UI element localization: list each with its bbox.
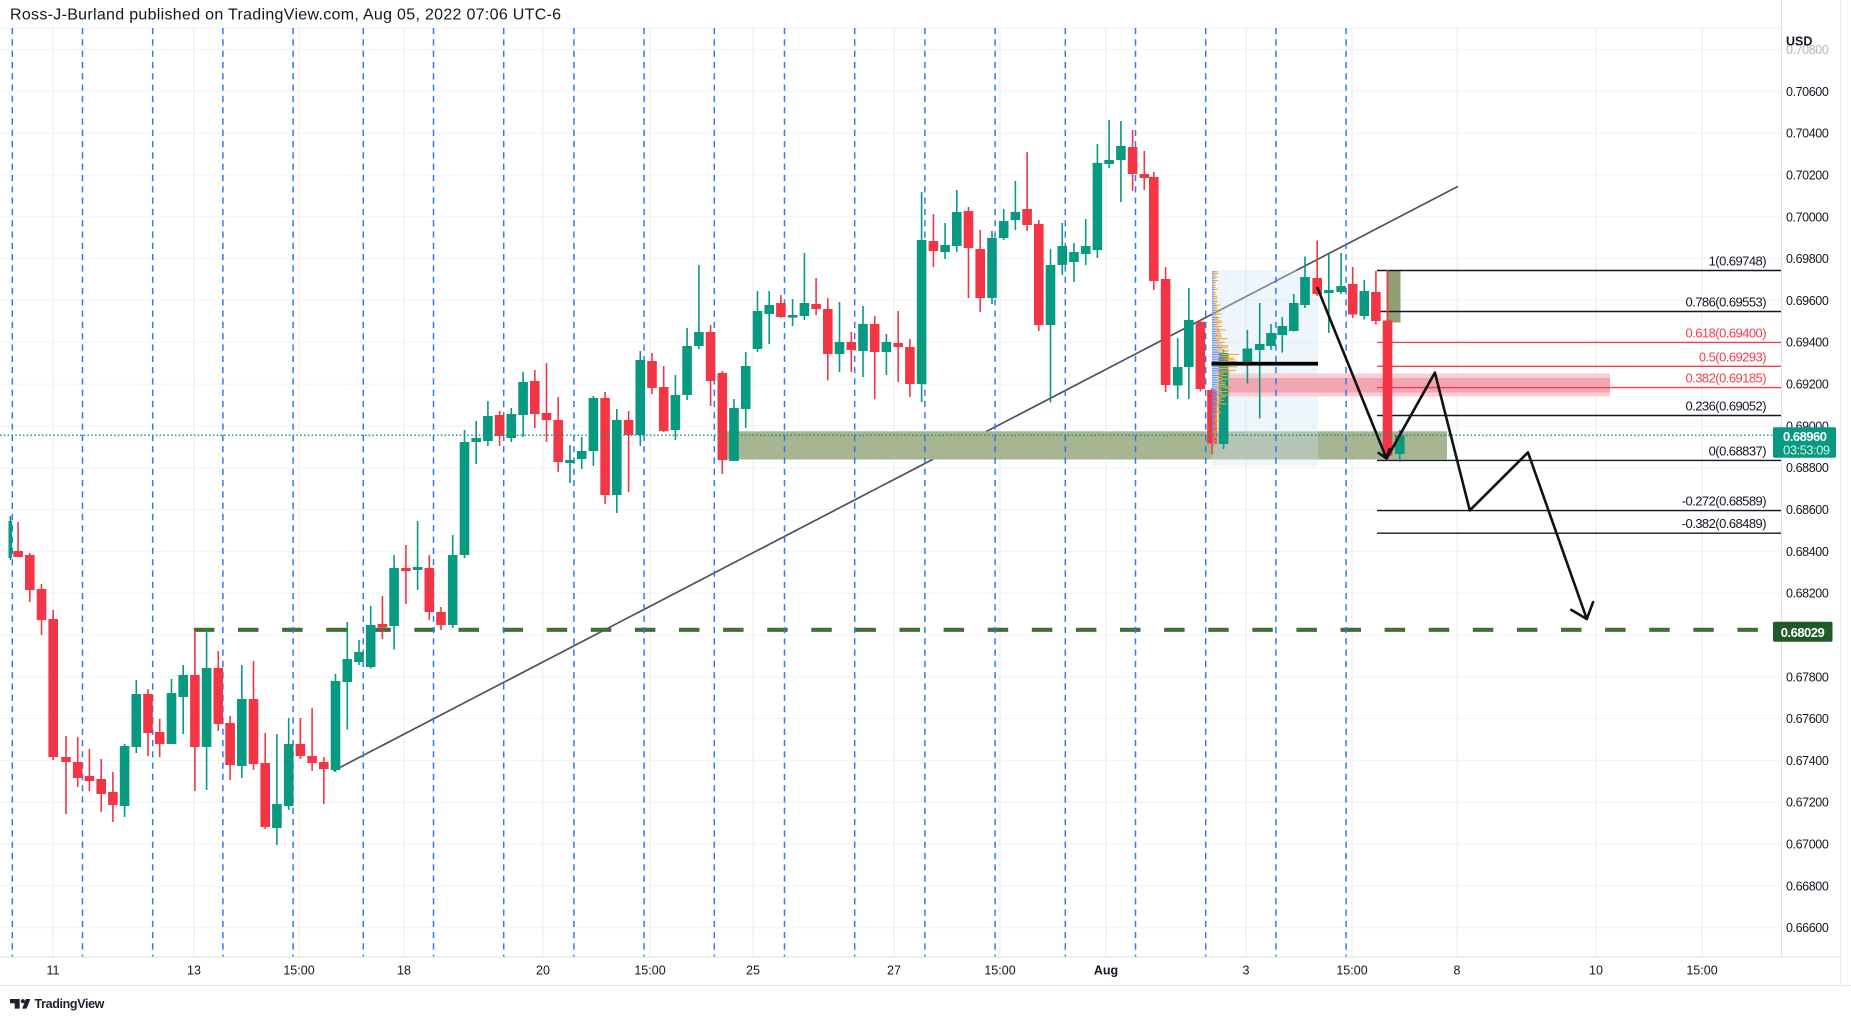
svg-text:15:00: 15:00 <box>1336 964 1367 978</box>
svg-text:0.67800: 0.67800 <box>1786 670 1829 684</box>
svg-text:USD: USD <box>1786 35 1812 49</box>
svg-text:0.67200: 0.67200 <box>1786 796 1829 810</box>
svg-text:Aug: Aug <box>1094 964 1118 978</box>
svg-text:-0.382(0.68489): -0.382(0.68489) <box>1682 516 1766 531</box>
svg-text:0.70600: 0.70600 <box>1786 85 1829 99</box>
svg-text:0.70200: 0.70200 <box>1786 169 1829 183</box>
svg-text:0.68200: 0.68200 <box>1786 587 1829 601</box>
svg-text:15:00: 15:00 <box>1686 964 1717 978</box>
svg-text:0.68029: 0.68029 <box>1781 625 1825 640</box>
svg-text:0.68800: 0.68800 <box>1786 461 1829 475</box>
svg-text:20: 20 <box>536 964 550 978</box>
svg-text:1(0.69748): 1(0.69748) <box>1709 254 1767 269</box>
svg-text:0.67400: 0.67400 <box>1786 754 1829 768</box>
svg-text:0.69200: 0.69200 <box>1786 378 1829 392</box>
svg-text:03:53:09: 03:53:09 <box>1783 443 1830 458</box>
svg-text:0.68960: 0.68960 <box>1783 429 1827 444</box>
svg-text:0.69400: 0.69400 <box>1786 336 1829 350</box>
svg-text:25: 25 <box>746 964 760 978</box>
svg-text:11: 11 <box>47 964 60 978</box>
svg-text:10: 10 <box>1589 964 1603 978</box>
svg-text:0.70400: 0.70400 <box>1786 127 1829 141</box>
svg-text:0.66800: 0.66800 <box>1786 879 1829 893</box>
svg-text:15:00: 15:00 <box>634 964 665 978</box>
svg-text:0.68400: 0.68400 <box>1786 545 1829 559</box>
svg-text:13: 13 <box>187 964 201 978</box>
svg-text:15:00: 15:00 <box>283 964 314 978</box>
svg-text:Ross-J-Burland published on Tr: Ross-J-Burland published on TradingView.… <box>10 7 561 24</box>
svg-text:0.70800: 0.70800 <box>1786 43 1829 57</box>
svg-text:15:00: 15:00 <box>984 964 1015 978</box>
svg-text:0.5(0.69293): 0.5(0.69293) <box>1699 349 1766 364</box>
svg-text:TradingView: TradingView <box>35 997 105 1011</box>
svg-text:27: 27 <box>887 964 901 978</box>
svg-text:0.382(0.69185): 0.382(0.69185) <box>1686 371 1767 386</box>
svg-text:0.67000: 0.67000 <box>1786 838 1829 852</box>
svg-text:0.69600: 0.69600 <box>1786 294 1829 308</box>
svg-text:0.66600: 0.66600 <box>1786 921 1829 935</box>
svg-text:0.236(0.69052): 0.236(0.69052) <box>1686 399 1767 414</box>
svg-text:0.68600: 0.68600 <box>1786 503 1829 517</box>
svg-text:3: 3 <box>1243 964 1250 978</box>
svg-text:0.69800: 0.69800 <box>1786 252 1829 266</box>
svg-text:8: 8 <box>1454 964 1461 978</box>
svg-text:-0.272(0.68589): -0.272(0.68589) <box>1682 494 1766 509</box>
svg-text:0.70000: 0.70000 <box>1786 210 1829 224</box>
svg-text:0.67600: 0.67600 <box>1786 712 1829 726</box>
svg-text:18: 18 <box>397 964 411 978</box>
svg-text:0.618(0.69400): 0.618(0.69400) <box>1686 325 1767 340</box>
svg-text:0(0.68837): 0(0.68837) <box>1709 443 1767 458</box>
svg-text:0.786(0.69553): 0.786(0.69553) <box>1686 295 1767 310</box>
